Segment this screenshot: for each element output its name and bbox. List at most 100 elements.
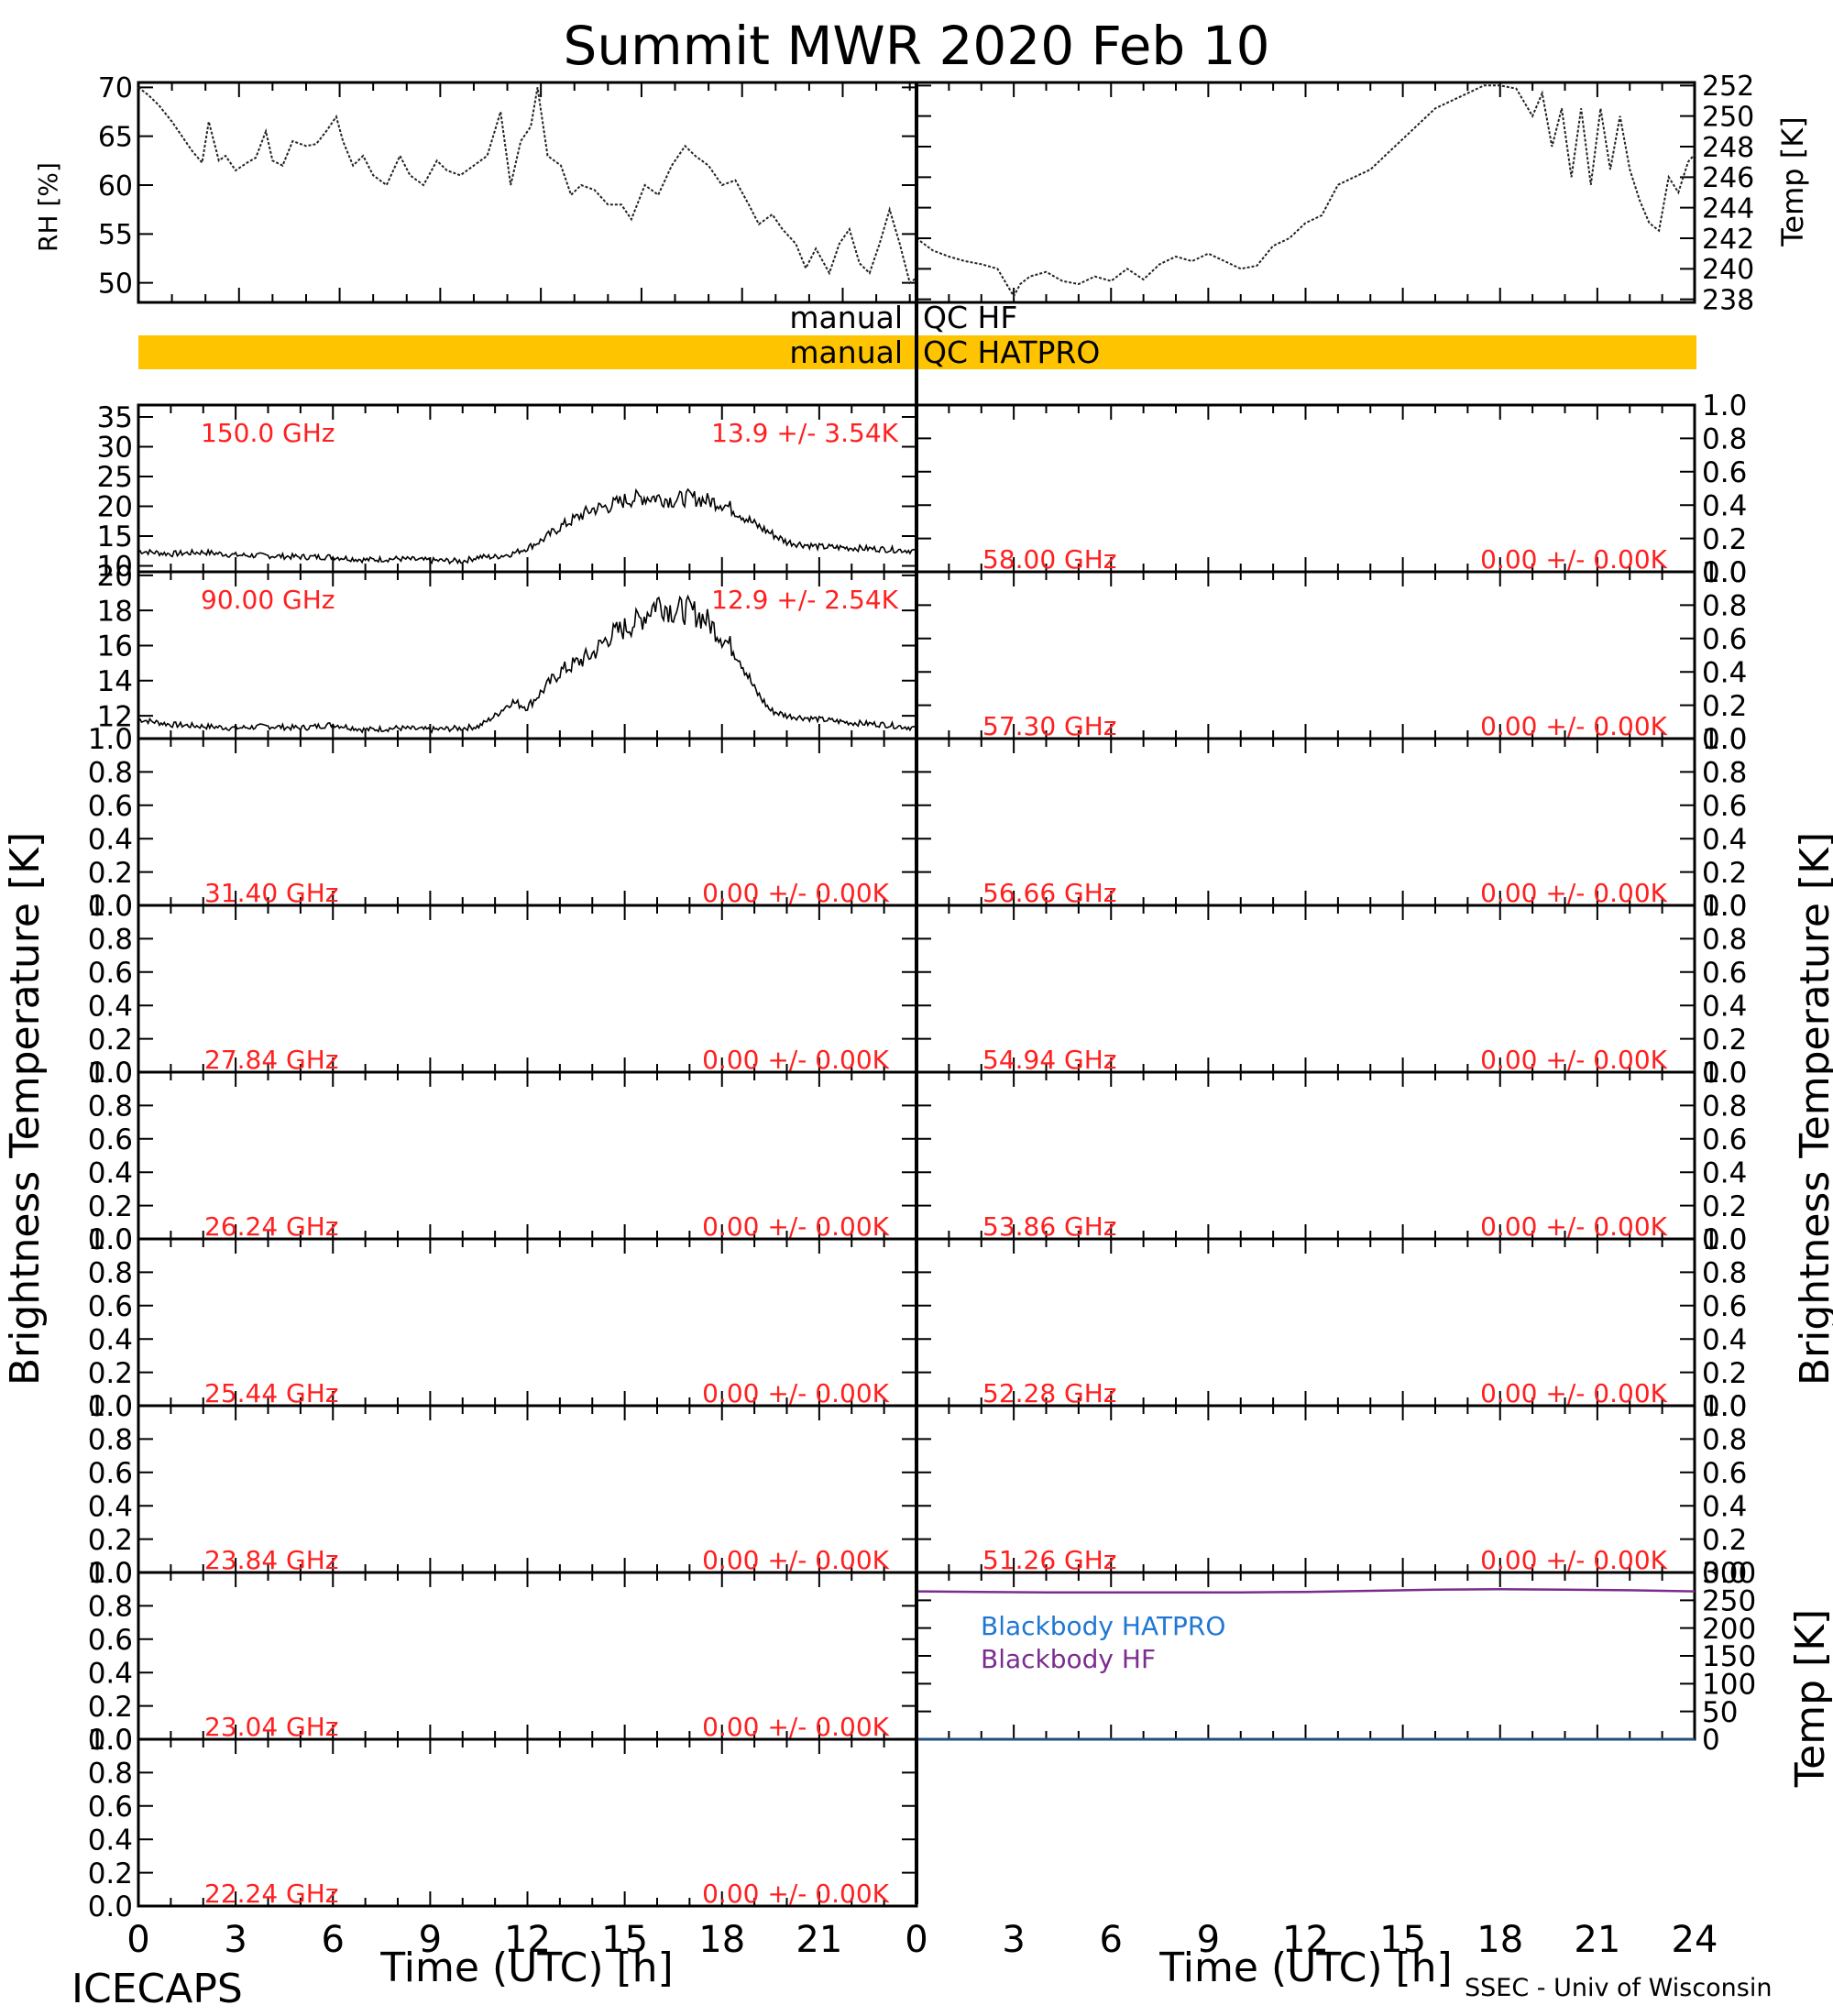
bt-53-86-ghz-ytick-label: 1.0 bbox=[1702, 1057, 1747, 1090]
bt-57-30-ghz-ytick-label: 0.2 bbox=[1702, 690, 1747, 723]
ylabel-rh: RH [%] bbox=[33, 162, 63, 252]
bt-51-26-ghz-ytick-label: 0.2 bbox=[1702, 1524, 1747, 1557]
bt-150-0-ghz-xticks bbox=[137, 405, 917, 572]
bt-blackbody-ytick-label: 200 bbox=[1702, 1613, 1756, 1646]
x-tick-labels: 0 0 3 3 6 6 9 9 12 12 15 15 18 18 21 21 24 bbox=[126, 1919, 1718, 1961]
bt-22-24-ghz-xticks bbox=[137, 1739, 917, 1906]
footer-ssec: SSEC - Univ of Wisconsin bbox=[1465, 1974, 1772, 2002]
bt-58-00-ghz-panel: 0.00.20.40.60.81.058.00 GHz 0.00 +/- 0.00… bbox=[915, 389, 1747, 589]
bt-52-28-ghz-ytick-label: 0.8 bbox=[1702, 1257, 1747, 1290]
x-tick-label-right: 6 bbox=[1100, 1919, 1123, 1961]
bt-31-40-ghz-stat: 0.00 +/- 0.00K bbox=[702, 878, 889, 908]
bt-blackbody-ytick-label: 50 bbox=[1702, 1696, 1738, 1729]
bt-23-84-ghz-xticks bbox=[137, 1406, 917, 1572]
x-tick-label-right: 15 bbox=[1379, 1919, 1426, 1961]
temp-xticks bbox=[916, 82, 1696, 302]
temp-line bbox=[916, 84, 1696, 299]
bt-blackbody-ytick-label: 250 bbox=[1702, 1584, 1756, 1617]
ylabel-temp: Temp [K] bbox=[1775, 116, 1810, 247]
x-tick-label-left: 0 bbox=[126, 1919, 149, 1961]
ylabel-bt-left: Brightness Temperature [K] bbox=[2, 832, 49, 1386]
bt-90-00-ghz-ytick-label: 14 bbox=[97, 665, 133, 698]
bt-52-28-ghz-ytick-label: 0.0 bbox=[1702, 1390, 1747, 1423]
bt-27-84-ghz-freq: 27.84 GHz bbox=[204, 1045, 339, 1075]
bt-22-24-ghz-ytick-label: 0.8 bbox=[88, 1758, 133, 1791]
bt-31-40-ghz-ytick-label: 0.0 bbox=[88, 890, 133, 923]
bt-54-94-ghz-freq: 54.94 GHz bbox=[982, 1045, 1117, 1075]
bt-23-04-ghz-ytick-label: 0.0 bbox=[88, 1724, 133, 1757]
bt-53-86-ghz-ytick-label: 0.2 bbox=[1702, 1190, 1747, 1223]
bt-53-86-ghz-panel: 0.00.20.40.60.81.053.86 GHz 0.00 +/- 0.00… bbox=[915, 1057, 1747, 1256]
footer-icecaps: ICECAPS bbox=[71, 1966, 243, 2012]
bt-26-24-ghz-ytick-label: 0.6 bbox=[88, 1123, 133, 1156]
legend-bb-hf: Blackbody HF bbox=[981, 1644, 1156, 1674]
rh-xticks bbox=[137, 82, 911, 302]
bt-57-30-ghz-freq: 57.30 GHz bbox=[982, 711, 1117, 741]
bt-54-94-ghz-ytick-label: 1.0 bbox=[1702, 890, 1747, 923]
bt-53-86-ghz-stat: 0.00 +/- 0.00K bbox=[1480, 1211, 1667, 1242]
x-tick-label-right: 9 bbox=[1197, 1919, 1220, 1961]
bt-27-84-ghz-ytick-label: 0.2 bbox=[88, 1024, 133, 1057]
bt-52-28-ghz-ytick-label: 0.4 bbox=[1702, 1323, 1747, 1356]
temp-ytick-label: 240 bbox=[1702, 254, 1754, 286]
bt-23-04-ghz-ytick-label: 1.0 bbox=[88, 1557, 133, 1590]
bt-52-28-ghz-ytick-label: 0.6 bbox=[1702, 1290, 1747, 1323]
bt-27-84-ghz-ytick-label: 1.0 bbox=[88, 890, 133, 923]
bt-90-00-ghz-stat: 12.9 +/- 2.54K bbox=[711, 585, 898, 615]
bt-51-26-ghz-ytick-label: 0.6 bbox=[1702, 1457, 1747, 1490]
bt-26-24-ghz-xticks bbox=[137, 1072, 917, 1239]
bt-blackbody-ytick-label: 150 bbox=[1702, 1640, 1756, 1673]
x-tick-label-left: 9 bbox=[419, 1919, 442, 1961]
temp-frame bbox=[915, 81, 1696, 304]
bt-27-84-ghz-xticks bbox=[137, 905, 917, 1072]
x-tick-label-right: 0 bbox=[905, 1919, 927, 1961]
bt-53-86-ghz-ytick-label: 0.6 bbox=[1702, 1123, 1747, 1156]
bt-57-30-ghz-ytick-label: 0.6 bbox=[1702, 623, 1747, 656]
bt-25-44-ghz-stat: 0.00 +/- 0.00K bbox=[702, 1378, 889, 1408]
bt-53-86-ghz-ytick-label: 0.4 bbox=[1702, 1156, 1747, 1189]
temp-ytick-label: 238 bbox=[1702, 284, 1754, 316]
bt-23-04-ghz-ytick-label: 0.6 bbox=[88, 1624, 133, 1657]
temp-ytick-label: 242 bbox=[1702, 224, 1754, 256]
bt-56-66-ghz-ytick-label: 0.6 bbox=[1702, 790, 1747, 823]
bt-150-0-ghz-ytick-label: 10 bbox=[97, 551, 133, 584]
bt-150-0-ghz-freq: 150.0 GHz bbox=[201, 418, 335, 448]
bt-56-66-ghz-ytick-label: 1.0 bbox=[1702, 723, 1747, 756]
bt-54-94-ghz-ytick-label: 0.6 bbox=[1702, 957, 1747, 990]
qc-hf-left: manual bbox=[789, 300, 903, 335]
bt-150-0-ghz-yticks bbox=[138, 416, 916, 567]
bt-54-94-ghz-stat: 0.00 +/- 0.00K bbox=[1480, 1045, 1667, 1075]
rh-ytick-label: 50 bbox=[98, 268, 133, 300]
bt-54-94-ghz-ytick-label: 0.8 bbox=[1702, 924, 1747, 957]
bt-58-00-ghz-ytick-label: 0.2 bbox=[1702, 523, 1747, 556]
bt-54-94-ghz-panel: 0.00.20.40.60.81.054.94 GHz 0.00 +/- 0.00… bbox=[915, 890, 1747, 1090]
bt-90-00-ghz-yticks bbox=[138, 574, 916, 718]
bt-26-24-ghz-ytick-label: 0.2 bbox=[88, 1190, 133, 1223]
bt-25-44-ghz-freq: 25.44 GHz bbox=[204, 1378, 339, 1408]
bt-blackbody-ytick-label: 300 bbox=[1702, 1557, 1756, 1590]
x-tick-label-left: 3 bbox=[224, 1919, 247, 1961]
bt-57-30-ghz-ytick-label: 0.4 bbox=[1702, 656, 1747, 689]
bt-54-94-ghz-ytick-label: 0.2 bbox=[1702, 1024, 1747, 1057]
rh-ytick-label: 65 bbox=[98, 121, 133, 153]
bt-56-66-ghz-ytick-label: 0.0 bbox=[1702, 890, 1747, 923]
bt-54-94-ghz-ytick-label: 0.0 bbox=[1702, 1057, 1747, 1090]
bt-31-40-ghz-ytick-label: 0.2 bbox=[88, 857, 133, 890]
bt-90-00-ghz-data bbox=[137, 594, 916, 734]
bt-51-26-ghz-stat: 0.00 +/- 0.00K bbox=[1480, 1545, 1667, 1575]
xlabel-left: Time (UTC) [h] bbox=[379, 1945, 673, 1991]
bt-27-84-ghz-ytick-label: 0.6 bbox=[88, 957, 133, 990]
bt-51-26-ghz-ytick-label: 0.4 bbox=[1702, 1490, 1747, 1523]
bt-58-00-ghz-freq: 58.00 GHz bbox=[982, 544, 1117, 575]
bt-23-84-ghz-freq: 23.84 GHz bbox=[204, 1545, 339, 1575]
bt-blackbody-ytick-label: 0 bbox=[1702, 1724, 1720, 1757]
bt-22-24-ghz-ytick-label: 0.2 bbox=[88, 1857, 133, 1890]
bt-90-00-ghz-ytick-label: 20 bbox=[97, 560, 133, 593]
ylabel-bt-right: Brightness Temperature [K] bbox=[1792, 832, 1833, 1386]
bt-31-40-ghz-ytick-label: 0.8 bbox=[88, 757, 133, 790]
